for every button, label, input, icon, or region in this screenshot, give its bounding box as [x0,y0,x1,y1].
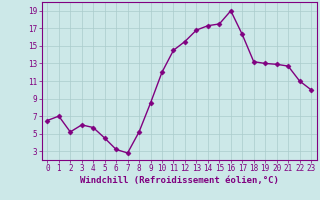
X-axis label: Windchill (Refroidissement éolien,°C): Windchill (Refroidissement éolien,°C) [80,176,279,185]
